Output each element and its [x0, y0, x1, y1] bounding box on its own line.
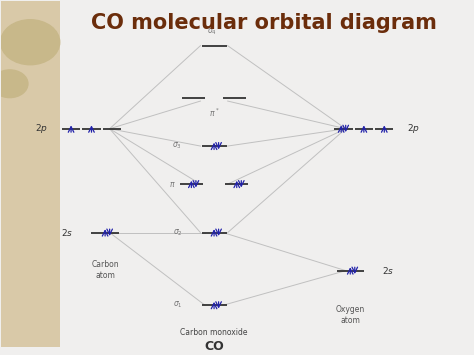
Text: $\sigma_1$: $\sigma_1$	[173, 300, 182, 311]
Text: Oxygen
atom: Oxygen atom	[336, 305, 365, 324]
Text: $\sigma_3$: $\sigma_3$	[173, 141, 182, 151]
Text: CO molecular orbital diagram: CO molecular orbital diagram	[91, 13, 437, 33]
Text: 2$s$: 2$s$	[382, 265, 394, 276]
Text: $\sigma_4$: $\sigma_4$	[207, 27, 217, 37]
Text: CO: CO	[204, 340, 224, 353]
Text: 2$p$: 2$p$	[36, 122, 48, 135]
Text: 2$p$: 2$p$	[407, 122, 420, 135]
Text: $\pi^*$: $\pi^*$	[209, 106, 219, 119]
Text: $\pi$: $\pi$	[169, 180, 175, 189]
Text: Carbon
atom: Carbon atom	[91, 260, 119, 280]
Text: Carbon monoxide: Carbon monoxide	[180, 328, 248, 337]
FancyBboxPatch shape	[0, 1, 60, 347]
Circle shape	[0, 20, 60, 65]
Circle shape	[0, 70, 28, 98]
Text: $\sigma_2$: $\sigma_2$	[173, 227, 182, 238]
Text: 2$s$: 2$s$	[61, 227, 73, 238]
